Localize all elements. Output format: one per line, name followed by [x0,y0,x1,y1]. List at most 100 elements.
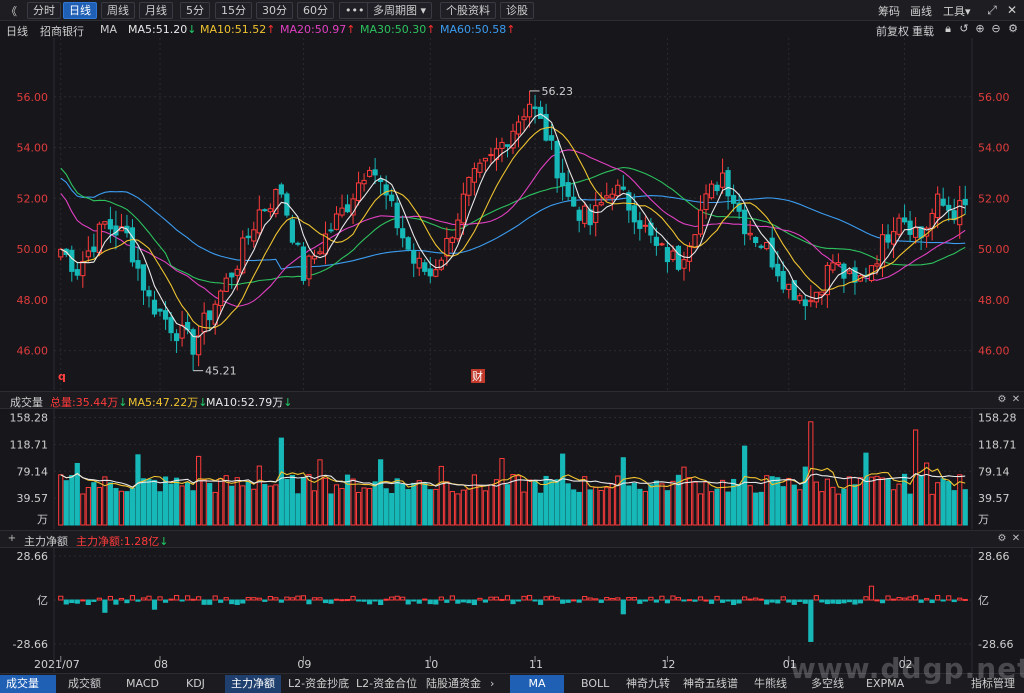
panel-settings-icon[interactable]: ⚙ [997,533,1007,544]
volume-bar [852,484,858,526]
volume-bar [427,489,433,526]
diagnose-button[interactable]: 诊股 [500,2,534,19]
candle-body [692,234,698,249]
volume-bar [146,478,152,526]
tab-magic-five[interactable]: 神奇五线谱 [683,677,738,690]
tab-kdj[interactable]: KDJ [186,677,205,690]
tab-macd[interactable]: MACD [126,677,159,690]
flow-bar [769,599,775,603]
tab-l2-position[interactable]: L2-资金合位 [356,677,418,690]
candlestick-chart[interactable]: 56.00 56.00 54.00 54.00 52.00 52.00 50.00 50.00… [0,38,1024,390]
tab-monthly[interactable]: 月线 [139,2,173,19]
flow-bar [355,599,362,602]
volume-bar [196,455,202,526]
settings-icon[interactable]: ⚙ [1008,22,1018,35]
tab-bull-bear[interactable]: 牛熊线 [754,677,787,690]
stock-info-button[interactable]: 个股资料 [440,2,496,19]
flow-bar [582,595,588,601]
tools-dropdown[interactable]: 工具▾ [943,3,971,19]
volume-bar [74,462,80,526]
panel-close-icon[interactable]: ✕ [1011,533,1021,544]
collapse-left-icon[interactable]: 《 [6,5,17,18]
volume-total: 总量:35.44万↓ [50,394,127,410]
tab-5min[interactable]: 5分 [180,2,210,19]
lock-icon[interactable]: 🔒︎ [945,22,951,35]
ma-indicator-label[interactable]: MA [100,23,118,36]
chevron-right-icon[interactable]: › [490,677,495,690]
flow-bar [477,597,483,601]
tab-ma[interactable]: MA [510,675,564,693]
candle-body [885,234,891,243]
undo-icon[interactable]: ↺ [959,22,969,35]
add-icon[interactable]: + [7,533,17,544]
ma20-line [60,149,966,308]
candle-body [824,264,830,296]
volume-bar [631,482,637,526]
tab-main-flow[interactable]: 主力净额 [225,675,281,693]
volume-bar [510,474,516,526]
chips-button[interactable]: 筹码 [878,5,900,18]
tab-northbound[interactable]: 陆股通资金 [426,677,481,690]
ma60-value: MA60:50.58↑ [440,23,515,36]
candle-body [129,227,136,263]
tab-l2-bottom[interactable]: L2-资金抄底 [288,677,350,690]
tab-long-short[interactable]: 多空线 [811,677,844,690]
volume-bar [190,490,196,526]
flow-bar [510,599,516,605]
tab-expma[interactable]: EXPMA [866,677,905,690]
indicator-tabs: 成交量 成交额 MACD KDJ 主力净额 L2-资金抄底 L2-资金合位 陆股… [0,673,1024,693]
flow-bar [857,599,864,604]
tab-turnover[interactable]: 成交额 [68,677,101,690]
flow-title[interactable]: 主力净额 [24,535,68,548]
candle-body [333,213,340,230]
zoom-in-icon[interactable]: ⊕ [975,22,985,35]
volume-bar [394,478,400,526]
panel-settings-icon[interactable]: ⚙ [997,394,1007,405]
date-label: 2021/07 [34,658,80,671]
candle-body [438,259,444,270]
main-flow-chart[interactable]: 28.66 28.66 亿 亿 -28.66 -28.66 2021/07 08 09 10 11 1… [0,548,1024,672]
tab-weekly[interactable]: 周线 [101,2,135,19]
volume-bar [460,489,466,526]
candle-body [615,184,621,197]
flow-bar [935,595,941,601]
flow-bar [504,595,511,601]
flow-bar [179,599,185,602]
tab-15min[interactable]: 15分 [215,2,252,19]
candle-body [201,312,207,333]
candle-body [69,249,75,272]
tab-volume[interactable]: 成交量 [0,675,56,693]
reload-button[interactable]: 重载 [912,25,934,38]
tab-indicator-manage[interactable]: 指标管理 [971,677,1015,690]
close-icon[interactable]: ✕ [1006,3,1018,17]
multi-period-dropdown[interactable]: 多周期图 ▾ [367,2,433,19]
expand-icon[interactable]: ⤢ [987,3,997,17]
flow-bar [907,596,913,601]
volume-bar [389,493,395,526]
volume-chart[interactable]: 158.28 158.28 118.71 118.71 79.14 79.14 39.57 3… [0,409,1024,529]
candle-body [835,262,841,265]
flow-bar [229,599,235,605]
price-tick-left: 52.00 [17,192,49,205]
flow-bar [526,595,533,601]
tab-30min[interactable]: 30分 [256,2,293,19]
flow-bar [703,599,709,602]
adjust-mode-button[interactable]: 前复权 [876,25,909,38]
volume-bar [604,487,610,526]
tab-60min[interactable]: 60分 [297,2,334,19]
tab-boll[interactable]: BOLL [581,677,610,690]
candle-body [162,310,169,320]
zoom-out-icon[interactable]: ⊖ [991,22,1001,35]
draw-line-button[interactable]: 画线 [910,5,932,18]
volume-bar [168,483,174,526]
tab-intraday[interactable]: 分时 [27,2,61,19]
candle-body [686,245,693,262]
candle-body [593,205,599,223]
tab-daily[interactable]: 日线 [63,2,97,19]
volume-title[interactable]: 成交量 [10,396,43,409]
tab-magic-nine[interactable]: 神奇九转 [626,677,670,690]
volume-bar [124,491,130,526]
panel-close-icon[interactable]: ✕ [1011,394,1021,405]
candle-body [940,198,946,206]
more-button[interactable]: ••• [339,2,371,19]
